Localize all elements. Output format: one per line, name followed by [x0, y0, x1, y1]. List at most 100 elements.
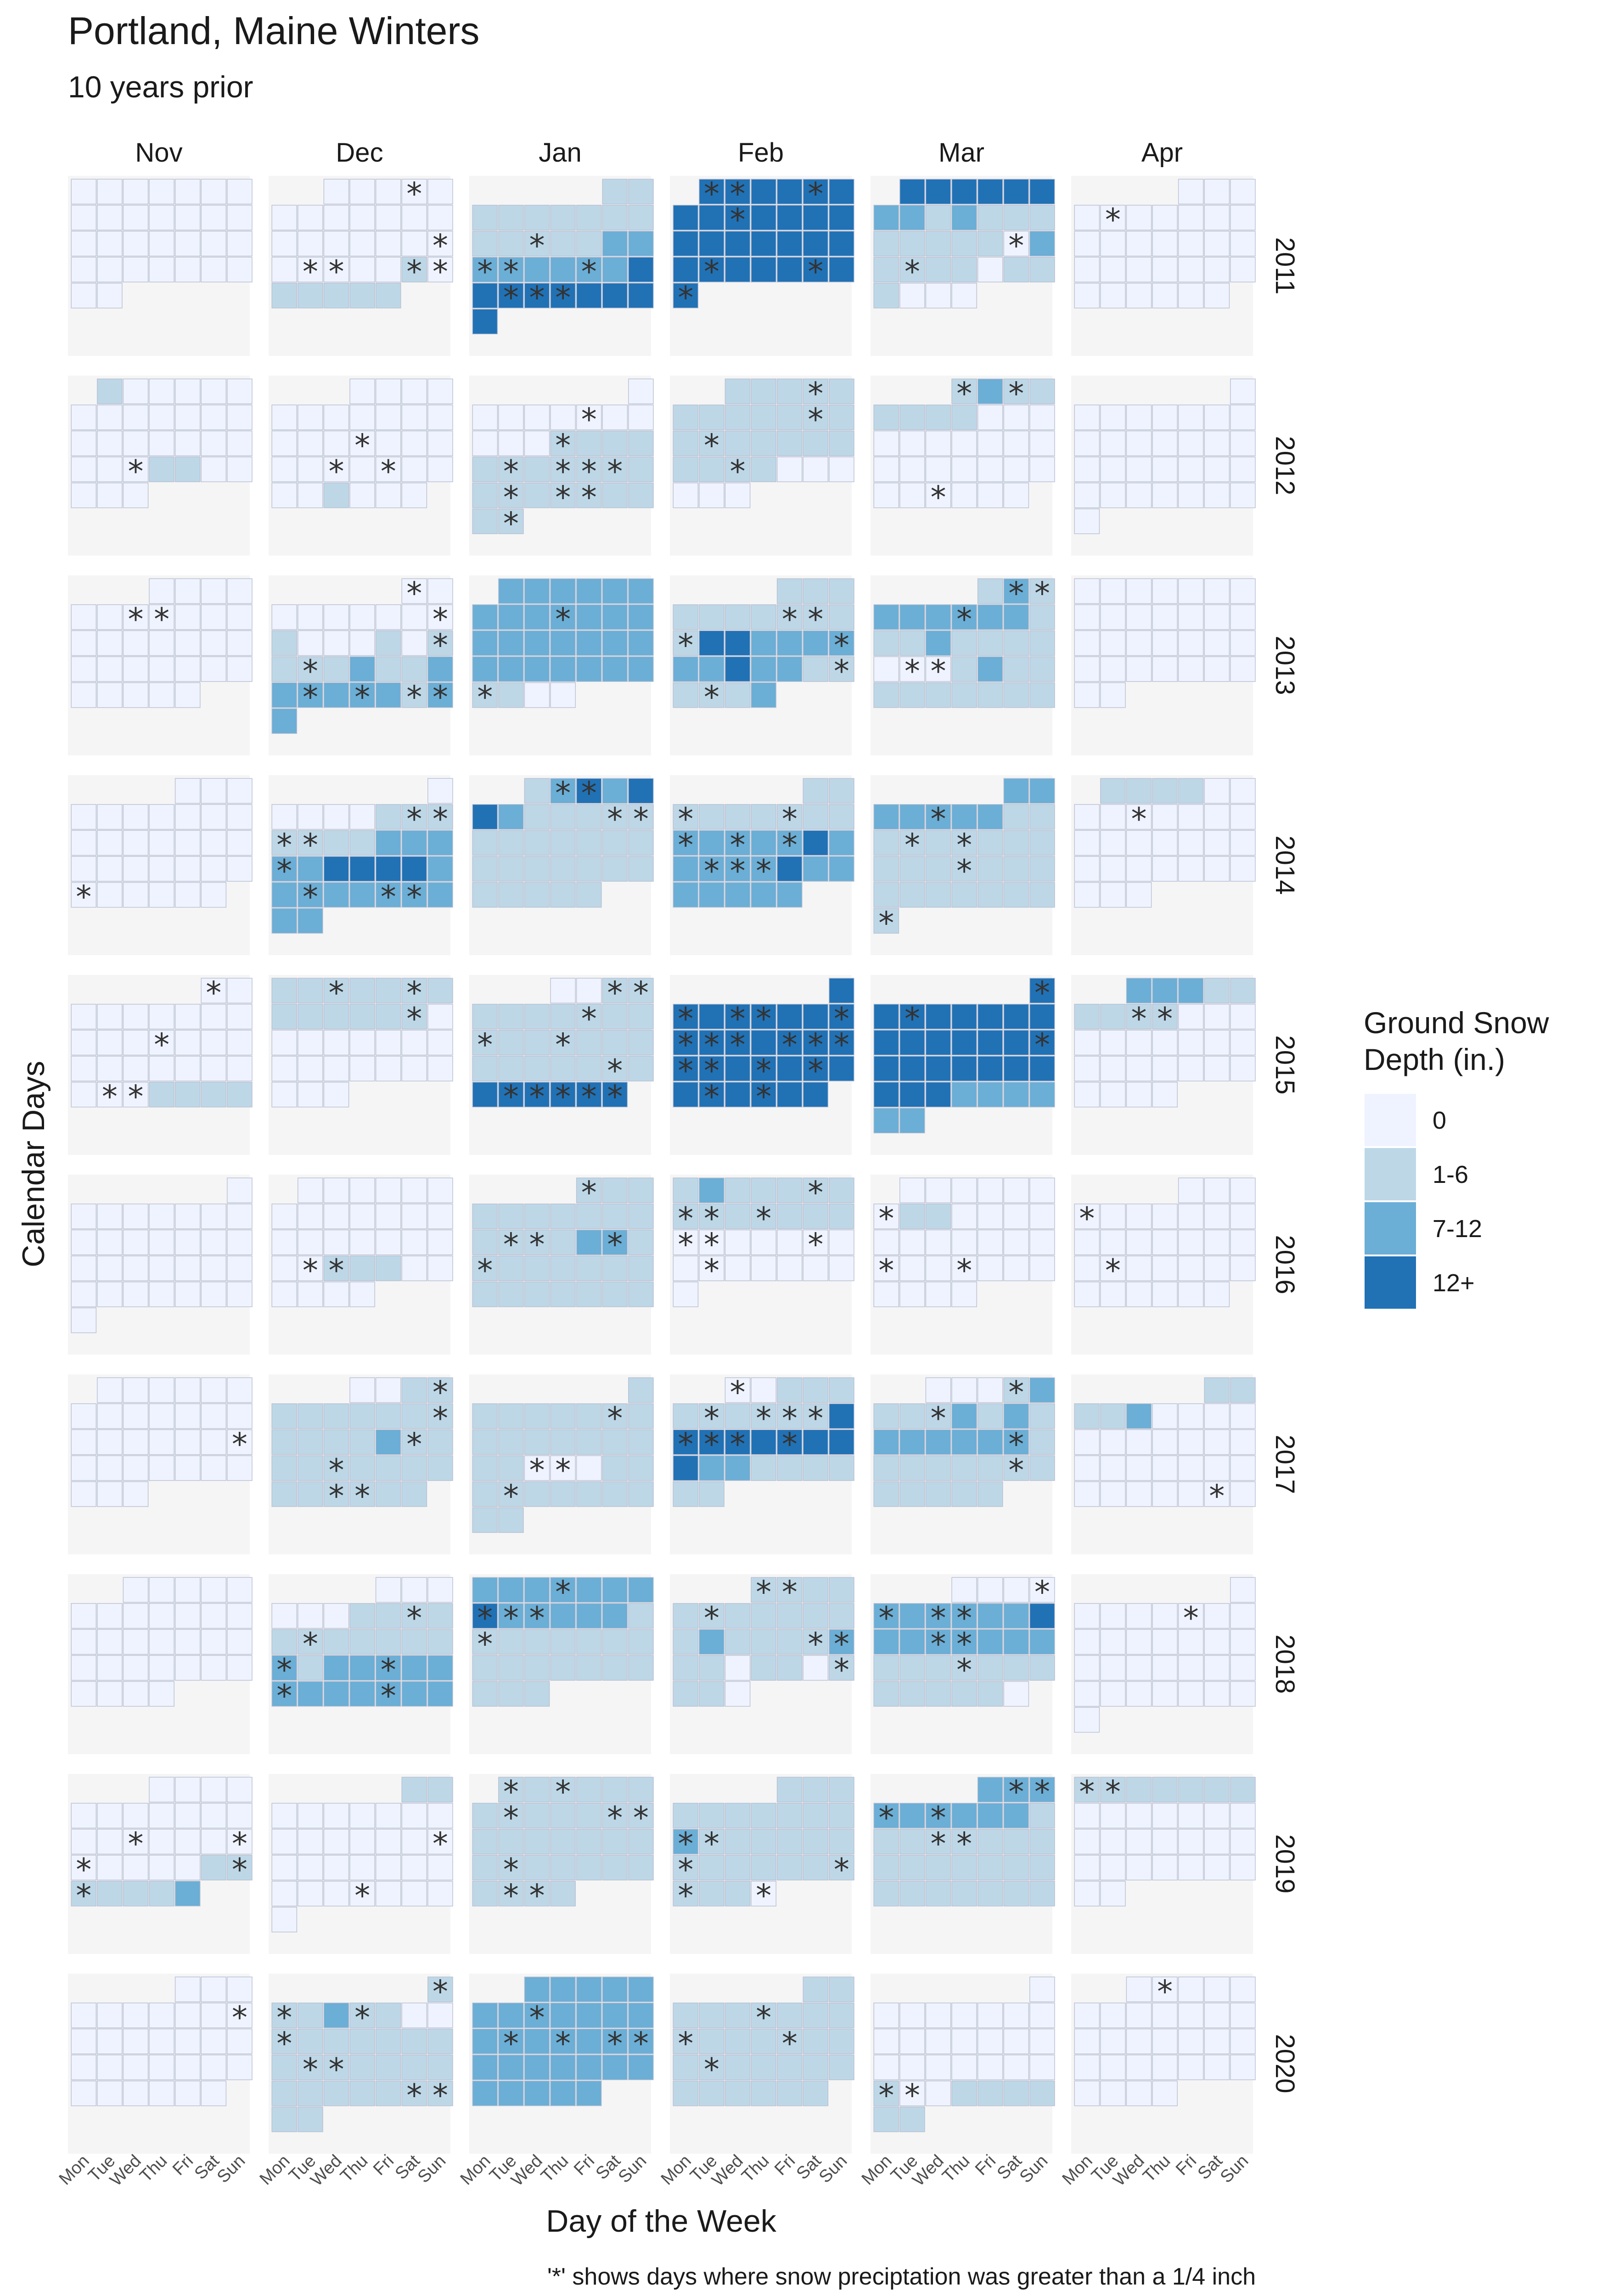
day-cell	[1230, 630, 1256, 656]
day-cell	[298, 2080, 323, 2106]
day-cell	[873, 2080, 899, 2106]
day-cell	[1003, 1081, 1029, 1108]
day-cell	[776, 378, 803, 405]
day-cell	[524, 257, 550, 282]
day-cell	[71, 882, 97, 908]
day-cell	[803, 830, 829, 856]
day-cell	[349, 830, 375, 856]
day-cell	[550, 1281, 576, 1307]
day-cell	[201, 1976, 227, 2003]
day-cell	[576, 1777, 602, 1803]
day-cell	[899, 1829, 925, 1855]
snowfall-star-marker: *	[555, 280, 571, 316]
day-cell	[97, 1681, 123, 1707]
day-cell	[498, 1481, 524, 1507]
day-cell	[349, 430, 375, 456]
day-cell	[375, 231, 401, 257]
day-cell	[925, 1880, 951, 1907]
day-cell	[751, 1455, 776, 1481]
day-cell	[123, 804, 149, 830]
day-cell	[349, 1229, 375, 1255]
day-cell	[576, 2003, 602, 2028]
day-cell	[71, 1255, 97, 1281]
day-cell	[803, 1455, 829, 1481]
day-cell	[427, 179, 453, 205]
day-cell	[97, 257, 123, 282]
day-cell	[576, 405, 602, 430]
day-cell	[829, 2054, 854, 2080]
snowfall-star-marker: *	[678, 280, 693, 316]
day-cell	[201, 1403, 227, 1429]
day-cell	[1152, 456, 1178, 482]
day-cell	[899, 856, 925, 882]
panel-2020-jan: ** * * *	[469, 1974, 654, 2154]
day-cell	[498, 1880, 524, 1907]
day-cell	[1029, 2054, 1055, 2080]
snowfall-star-marker: *	[477, 680, 493, 716]
day-cell	[977, 1429, 1003, 1455]
day-cell	[776, 2028, 803, 2054]
day-cell	[401, 1481, 427, 1507]
day-cell	[174, 257, 201, 282]
day-cell	[201, 630, 227, 656]
day-cell	[829, 1976, 854, 2003]
day-cell	[174, 1777, 201, 1803]
day-cell	[174, 1829, 201, 1855]
day-cell	[174, 2028, 201, 2054]
day-cell	[1029, 630, 1055, 656]
snowfall-star-marker: *	[678, 1878, 693, 1914]
day-cell	[951, 882, 977, 908]
day-cell	[977, 1629, 1003, 1655]
day-cell	[1204, 1976, 1230, 2003]
day-cell	[472, 1803, 498, 1829]
day-cell	[323, 405, 349, 430]
day-cell	[123, 1655, 149, 1681]
day-cell	[97, 1855, 123, 1880]
day-cell	[699, 2028, 725, 2054]
day-cell	[472, 1481, 498, 1507]
day-cell	[673, 1629, 699, 1655]
day-cell	[149, 456, 174, 482]
day-cell	[1126, 282, 1152, 309]
day-cell	[725, 1829, 751, 1855]
day-cell	[977, 2054, 1003, 2080]
year-label-2012: 2012	[1270, 436, 1300, 495]
day-cell	[472, 1204, 498, 1229]
day-cell	[401, 1803, 427, 1829]
day-cell	[149, 1855, 174, 1880]
day-cell	[751, 1655, 776, 1681]
day-cell	[401, 1004, 427, 1030]
day-cell	[550, 604, 576, 630]
month-label-nov: Nov	[135, 138, 182, 168]
day-cell	[576, 804, 602, 830]
day-cell	[1029, 1829, 1055, 1855]
day-cell	[524, 1281, 550, 1307]
day-cell	[323, 2028, 349, 2054]
day-cell	[472, 1507, 498, 1533]
day-cell	[71, 482, 97, 508]
day-cell	[1230, 2003, 1256, 2028]
day-cell	[628, 257, 654, 282]
day-cell	[699, 1455, 725, 1481]
day-cell	[1178, 456, 1204, 482]
day-cell	[699, 1403, 725, 1429]
day-cell	[899, 205, 925, 231]
day-cell	[925, 604, 951, 630]
day-cell	[873, 1229, 899, 1255]
day-cell	[1100, 205, 1126, 231]
day-cell	[829, 1829, 854, 1855]
panel-2014-apr: *	[1071, 775, 1256, 955]
day-cell	[977, 378, 1003, 405]
day-cell	[1152, 1481, 1178, 1507]
day-cell	[873, 830, 899, 856]
day-cell	[873, 1030, 899, 1056]
day-cell	[298, 257, 323, 282]
day-cell	[323, 282, 349, 309]
day-cell	[873, 656, 899, 682]
day-cell	[628, 2054, 654, 2080]
day-cell	[227, 630, 253, 656]
day-cell	[1152, 656, 1178, 682]
day-cell	[1152, 1629, 1178, 1655]
day-cell	[375, 378, 401, 405]
day-cell	[1178, 830, 1204, 856]
